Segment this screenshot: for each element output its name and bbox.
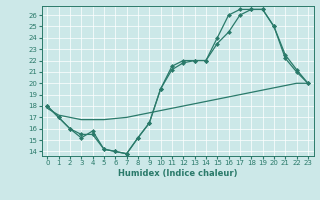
- X-axis label: Humidex (Indice chaleur): Humidex (Indice chaleur): [118, 169, 237, 178]
